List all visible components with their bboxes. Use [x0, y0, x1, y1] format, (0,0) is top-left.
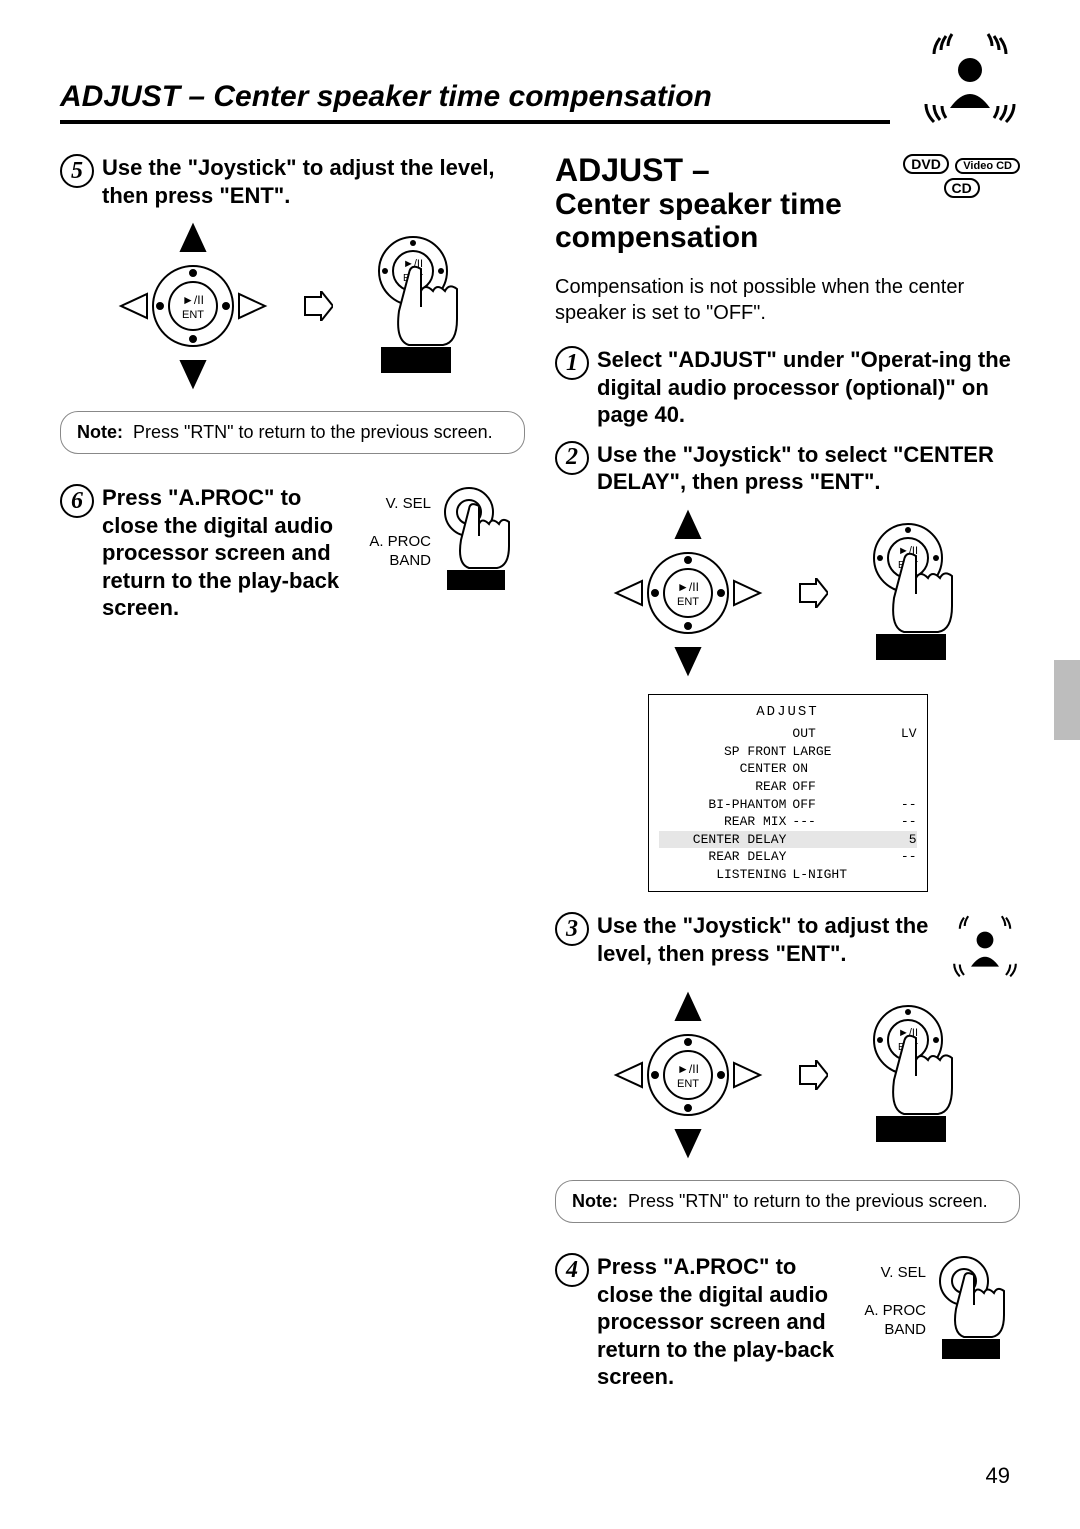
step-1: 1 Select "ADJUST" under "Operat-ing the …: [555, 346, 1020, 429]
page-title: ADJUST – Center speaker time compensatio…: [60, 80, 890, 124]
page-tab-marker: [1054, 660, 1080, 740]
press-ent-icon: ►/II ENT: [363, 231, 473, 381]
step-2: 2 Use the "Joystick" to select "CENTER D…: [555, 441, 1020, 496]
screen-row: CENTERON: [659, 760, 917, 778]
badge-cd: CD: [944, 178, 980, 198]
section-subtitle: Center speaker time compensation: [555, 188, 870, 254]
section-title: ADJUST –: [555, 154, 870, 188]
svg-text:ENT: ENT: [677, 1078, 699, 1090]
disc-badges: DVD Video CD CD: [901, 154, 1020, 202]
screen-row: REAR MIX-----: [659, 813, 917, 831]
section-description: Compensation is not possible when the ce…: [555, 274, 1020, 326]
screen-row: SP FRONTLARGE: [659, 743, 917, 761]
step-text: Press "A.PROC" to close the digital audi…: [102, 484, 351, 622]
step-text: Use the "Joystick" to select "CENTER DEL…: [597, 441, 1020, 496]
step-6: 6 Press "A.PROC" to close the digital au…: [60, 484, 351, 622]
note-box: Note: Press "RTN" to return to the previ…: [60, 411, 525, 454]
knob-label-bot: BAND: [864, 1320, 926, 1340]
press-ent-icon: ►/II ENT: [858, 1000, 968, 1150]
note-body: Press "RTN" to return to the previous sc…: [133, 422, 493, 443]
joystick-figure: ►/II ENT ►/II ENT: [555, 990, 1020, 1160]
note-label: Note:: [572, 1191, 618, 1212]
screen-row: REAR DELAY--: [659, 848, 917, 866]
note-body: Press "RTN" to return to the previous sc…: [628, 1191, 988, 1212]
step-number: 4: [555, 1253, 589, 1287]
step-number: 5: [60, 154, 94, 188]
press-knob-icon: [930, 1253, 1020, 1363]
knob-label-mid: A. PROC: [864, 1301, 926, 1321]
right-column: ADJUST – Center speaker time compensatio…: [555, 154, 1020, 1403]
screen-title: ADJUST: [659, 703, 917, 722]
step-text: Press "A.PROC" to close the digital audi…: [597, 1253, 846, 1391]
joystick-figure: ►/II ENT ►/II ENT: [555, 508, 1020, 678]
step-number: 6: [60, 484, 94, 518]
arrow-right-icon: [798, 578, 828, 608]
svg-text:►/II: ►/II: [677, 1062, 699, 1076]
step-4: 4 Press "A.PROC" to close the digital au…: [555, 1253, 846, 1391]
svg-text:►/II: ►/II: [677, 580, 699, 594]
screen-row: CENTER DELAY5: [659, 831, 917, 849]
step-text: Select "ADJUST" under "Operat-ing the di…: [597, 346, 1020, 429]
arrow-right-icon: [303, 291, 333, 321]
badge-videocd: Video CD: [955, 158, 1020, 174]
adjust-screen: ADJUST OUT LV SP FRONTLARGECENTERONREARO…: [648, 694, 928, 893]
joystick-figure: ►/II ENT ►/II ENT: [60, 221, 525, 391]
knob-label-bot: BAND: [369, 551, 431, 571]
step-number: 2: [555, 441, 589, 475]
aproc-knob-figure: V. SEL A. PROC BAND: [369, 484, 525, 594]
ent-label: ENT: [182, 309, 204, 321]
joystick-4way-icon: ►/II ENT: [113, 221, 273, 391]
note-label: Note:: [77, 422, 123, 443]
svg-text:ENT: ENT: [677, 596, 699, 608]
step-text: Use the "Joystick" to adjust the level, …: [102, 154, 525, 209]
surround-person-icon: [950, 912, 1020, 982]
screen-row: REAROFF: [659, 778, 917, 796]
badge-dvd: DVD: [903, 154, 949, 174]
screen-row: BI-PHANTOMOFF--: [659, 796, 917, 814]
step-number: 1: [555, 346, 589, 380]
section-header: ADJUST – Center speaker time compensatio…: [555, 154, 1020, 274]
joystick-4way-icon: ►/II ENT: [608, 990, 768, 1160]
knob-label-top: V. SEL: [864, 1263, 926, 1283]
step-text: Use the "Joystick" to adjust the level, …: [597, 912, 942, 967]
press-knob-icon: [435, 484, 525, 594]
aproc-knob-figure: V. SEL A. PROC BAND: [864, 1253, 1020, 1363]
joystick-4way-icon: ►/II ENT: [608, 508, 768, 678]
surround-person-icon: [920, 30, 1020, 130]
screen-header: OUT LV: [659, 725, 917, 743]
screen-row: LISTENINGL-NIGHT: [659, 866, 917, 884]
play-pause-label: ►/II: [182, 293, 204, 307]
knob-label-top: V. SEL: [369, 494, 431, 514]
step-3: 3 Use the "Joystick" to adjust the level…: [555, 912, 942, 967]
note-box: Note: Press "RTN" to return to the previ…: [555, 1180, 1020, 1223]
left-column: 5 Use the "Joystick" to adjust the level…: [60, 154, 525, 1403]
arrow-right-icon: [798, 1060, 828, 1090]
knob-label-mid: A. PROC: [369, 532, 431, 552]
step-5: 5 Use the "Joystick" to adjust the level…: [60, 154, 525, 209]
step-number: 3: [555, 912, 589, 946]
page-number: 49: [986, 1463, 1010, 1489]
press-ent-icon: ►/II ENT: [858, 518, 968, 668]
